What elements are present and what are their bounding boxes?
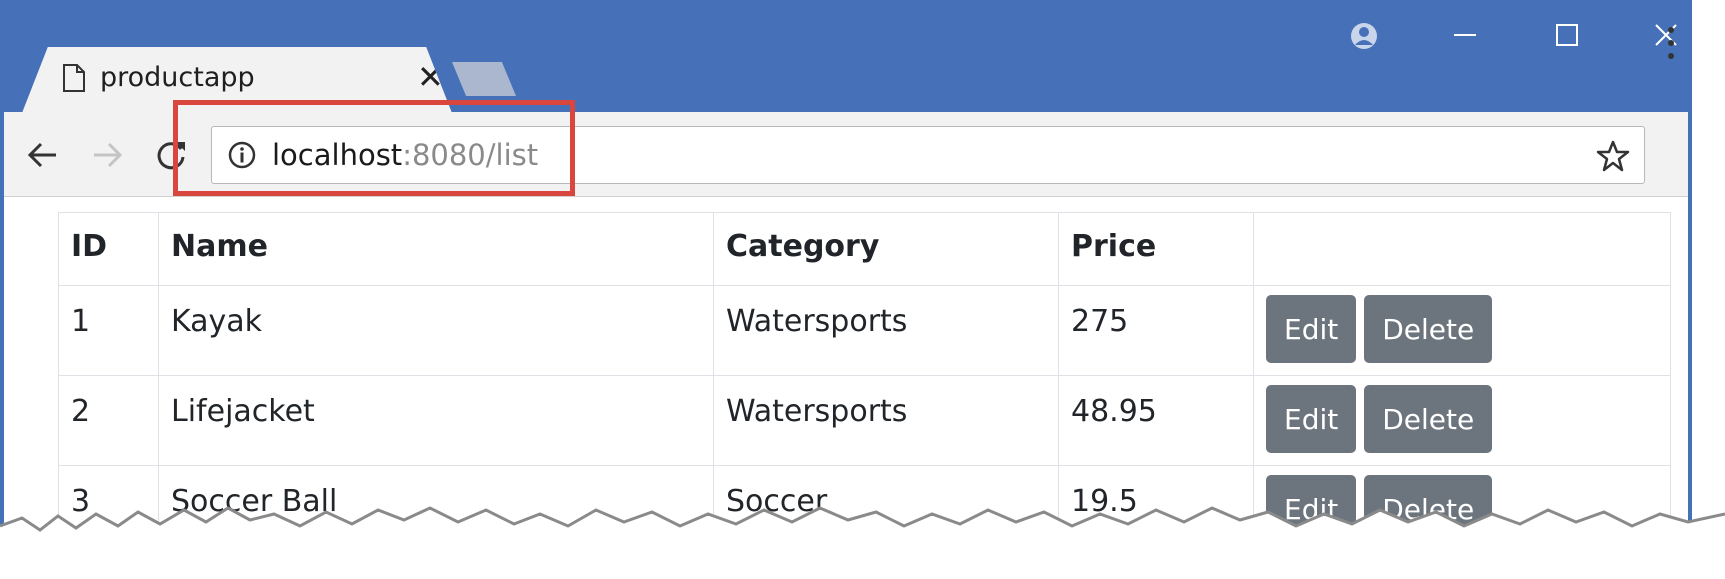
cell-price: 48.95 xyxy=(1058,375,1254,466)
url-text[interactable]: localhost:8080/list xyxy=(272,138,538,172)
table-row: 3 Soccer Ball Soccer 19.5 Edit Delete xyxy=(58,465,1671,556)
menu-dots-icon[interactable] xyxy=(1664,24,1678,62)
window-frame-left xyxy=(0,112,4,579)
header-name: Name xyxy=(158,212,714,286)
account-icon[interactable] xyxy=(1349,21,1379,51)
star-icon[interactable] xyxy=(1596,139,1630,173)
edit-button[interactable]: Edit xyxy=(1266,295,1357,363)
edit-button[interactable]: Edit xyxy=(1266,475,1357,543)
reload-icon[interactable] xyxy=(154,138,188,172)
cell-actions: Edit Delete xyxy=(1253,285,1671,376)
header-category: Category xyxy=(713,212,1059,286)
window-frame-right xyxy=(1688,112,1692,579)
cell-name: Soccer Ball xyxy=(158,465,714,556)
tab-title: productapp xyxy=(100,62,255,93)
table-row: 2 Lifejacket Watersports 48.95 Edit Delet… xyxy=(58,375,1671,466)
header-actions xyxy=(1253,212,1671,286)
cell-id: 1 xyxy=(58,285,159,376)
cell-actions: Edit Delete xyxy=(1253,375,1671,466)
browser-tab[interactable]: productapp ✕ xyxy=(22,47,452,113)
cell-name: Kayak xyxy=(158,285,714,376)
cell-category: Soccer xyxy=(713,465,1059,556)
url-host: localhost xyxy=(272,138,403,172)
delete-button[interactable]: Delete xyxy=(1364,385,1493,453)
cell-name: Lifejacket xyxy=(158,375,714,466)
back-arrow-icon[interactable] xyxy=(26,138,60,172)
delete-button[interactable]: Delete xyxy=(1364,475,1493,543)
product-table: ID Name Category Price 1 Kayak Waterspor… xyxy=(58,212,1671,556)
delete-button[interactable]: Delete xyxy=(1364,295,1493,363)
page-icon xyxy=(63,64,85,92)
url-path: :8080/list xyxy=(402,138,539,172)
address-bar[interactable]: localhost:8080/list xyxy=(211,126,1645,184)
cell-id: 3 xyxy=(58,465,159,556)
browser-toolbar: localhost:8080/list xyxy=(4,112,1688,197)
forward-arrow-icon[interactable] xyxy=(90,138,124,172)
edit-button[interactable]: Edit xyxy=(1266,385,1357,453)
cell-category: Watersports xyxy=(713,285,1059,376)
info-icon[interactable] xyxy=(228,141,256,169)
cell-id: 2 xyxy=(58,375,159,466)
minimize-icon[interactable] xyxy=(1452,22,1478,48)
header-price: Price xyxy=(1058,212,1254,286)
header-id: ID xyxy=(58,212,159,286)
maximize-icon[interactable] xyxy=(1553,21,1581,49)
table-row: 1 Kayak Watersports 275 Edit Delete xyxy=(58,285,1671,376)
table-header-row: ID Name Category Price xyxy=(58,212,1671,286)
cell-price: 19.5 xyxy=(1058,465,1254,556)
cell-actions: Edit Delete xyxy=(1253,465,1671,556)
cell-category: Watersports xyxy=(713,375,1059,466)
cell-price: 275 xyxy=(1058,285,1254,376)
